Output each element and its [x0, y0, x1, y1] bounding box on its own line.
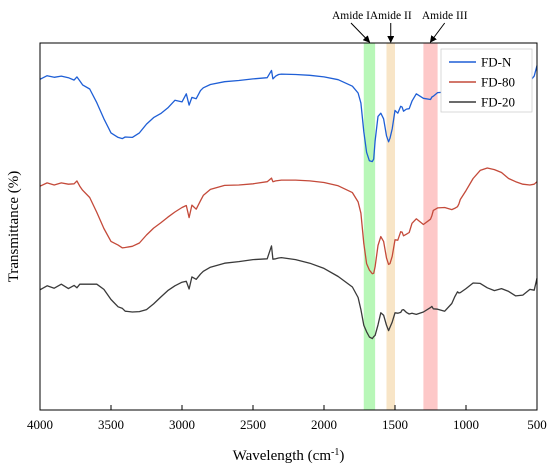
band-label-1: Amide I — [332, 10, 370, 22]
amide-bands — [363, 43, 438, 410]
legend-label-1: FD-N — [481, 55, 512, 70]
x-tick-label: 500 — [527, 417, 547, 432]
band-1 — [363, 43, 376, 410]
x-tick-label: 2000 — [311, 417, 337, 432]
band-label-2: Amide II — [370, 10, 412, 22]
x-tick-label: 2500 — [240, 417, 266, 432]
band-label-3: Amide III — [422, 10, 468, 22]
x-tick-label: 3000 — [169, 417, 195, 432]
legend: FD-N FD-80 FD-20 — [440, 48, 533, 113]
x-tick-label: 1000 — [453, 417, 479, 432]
band-3 — [423, 43, 438, 410]
x-tick-label: 1500 — [382, 417, 408, 432]
x-axis-ticks: 4000 3500 3000 2500 2000 1500 1000 500 — [27, 405, 547, 432]
x-axis-label: Wavelength (cm-1) — [233, 447, 345, 465]
y-axis-label: Transmittance (%) — [6, 171, 22, 283]
legend-label-3: FD-20 — [481, 95, 515, 110]
band-arrow-1 — [350, 22, 371, 43]
x-tick-label: 3500 — [98, 417, 124, 432]
band-arrow-3 — [429, 22, 446, 43]
legend-label-2: FD-80 — [481, 75, 515, 90]
band-2 — [386, 43, 395, 410]
x-tick-label: 4000 — [27, 417, 53, 432]
plot-frame — [39, 42, 538, 411]
series-line-2 — [39, 167, 538, 275]
band-annotations: Amide I Amide II Amide III — [332, 10, 468, 43]
series-line-3 — [39, 245, 538, 340]
